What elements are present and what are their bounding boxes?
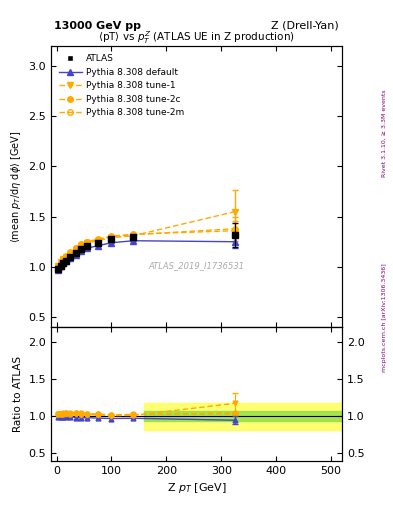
Bar xyxy=(144,403,342,430)
Legend: ATLAS, Pythia 8.308 default, Pythia 8.308 tune-1, Pythia 8.308 tune-2c, Pythia 8: ATLAS, Pythia 8.308 default, Pythia 8.30… xyxy=(55,51,188,121)
Text: 13000 GeV pp: 13000 GeV pp xyxy=(54,20,141,31)
Text: ATLAS_2019_I1736531: ATLAS_2019_I1736531 xyxy=(149,261,244,270)
Text: Z (Drell-Yan): Z (Drell-Yan) xyxy=(271,20,339,31)
Y-axis label: $\langle$mean $p_T$/d$\eta$ d$\phi\rangle$ [GeV]: $\langle$mean $p_T$/d$\eta$ d$\phi\rangl… xyxy=(9,130,23,243)
Text: Rivet 3.1.10, ≥ 3.3M events: Rivet 3.1.10, ≥ 3.3M events xyxy=(382,89,387,177)
Text: mcplots.cern.ch [arXiv:1306.3436]: mcplots.cern.ch [arXiv:1306.3436] xyxy=(382,263,387,372)
Title: $\langle$pT$\rangle$ vs $p_T^Z$ (ATLAS UE in Z production): $\langle$pT$\rangle$ vs $p_T^Z$ (ATLAS U… xyxy=(98,29,295,46)
X-axis label: Z $p_T$ [GeV]: Z $p_T$ [GeV] xyxy=(167,481,226,495)
Y-axis label: Ratio to ATLAS: Ratio to ATLAS xyxy=(13,356,23,432)
Bar xyxy=(144,411,342,421)
